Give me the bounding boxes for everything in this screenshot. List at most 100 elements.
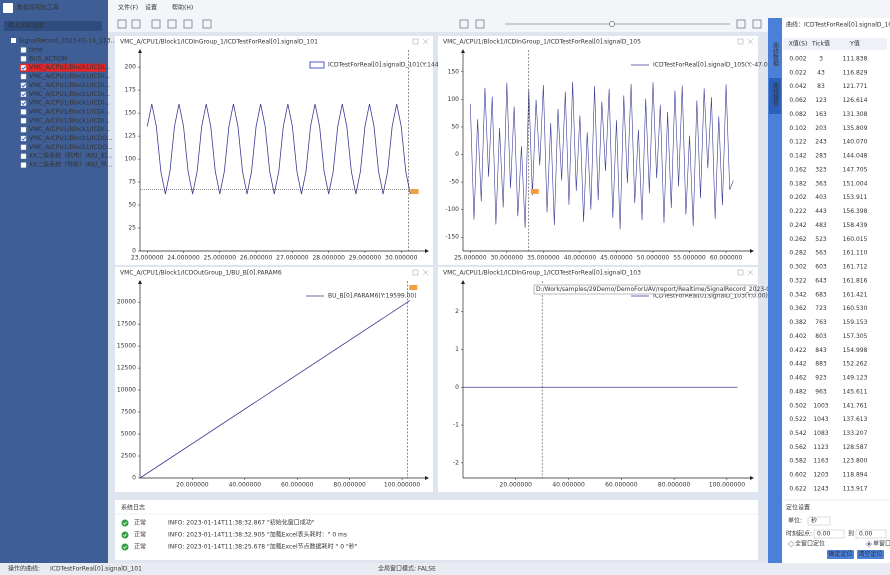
tree-checkbox[interactable]: [20, 64, 27, 71]
tree-checkbox[interactable]: [20, 162, 27, 168]
toolbar-button[interactable]: [475, 19, 485, 29]
toolbar-button[interactable]: [183, 19, 193, 29]
legend-label: ICDTestForReal[0].signalD_105(Y:-47.00): [653, 62, 774, 69]
unit-label: 单位:: [788, 517, 802, 525]
menu-item[interactable]: 文件(F): [118, 4, 138, 12]
side-tab-strip: [768, 18, 782, 563]
table-cell: 163: [815, 111, 827, 118]
maximize-button[interactable]: [737, 269, 744, 276]
status-icon: [121, 519, 129, 527]
table-cell: 0.522: [789, 416, 806, 423]
tree-item[interactable]: VMC_A/CPU1/Block1/ICDO...: [29, 135, 113, 142]
tree-item[interactable]: VMC_A/CPU1/Block1/ICDI...: [29, 108, 110, 115]
toolbar-button[interactable]: [167, 19, 177, 29]
tree-checkbox[interactable]: [20, 100, 27, 106]
tree-checkbox[interactable]: [20, 56, 27, 62]
y-tick-label: -50: [449, 179, 459, 186]
table-cell: 128.587: [843, 444, 868, 451]
x-tick-label: 55.000000: [673, 255, 706, 262]
tree-item[interactable]: XX二级系统（导航）/RIU_导...: [29, 161, 112, 169]
y-tick-label: 0: [132, 248, 136, 255]
button[interactable]: [827, 550, 854, 559]
toolbar-button[interactable]: [459, 19, 469, 29]
side-tab[interactable]: [769, 78, 781, 114]
chart-title: VMC_A/CPU1/Block1/ICDInGroup_1/ICDTestFo…: [120, 39, 318, 46]
tree-item[interactable]: VMC_A/CPU1/Block1/ICDO...: [29, 144, 113, 151]
radio-label[interactable]: 全窗口定位: [795, 540, 825, 548]
y-tick-label: 25: [128, 225, 136, 232]
unit-select[interactable]: [807, 516, 831, 526]
tree-item[interactable]: VMC_A/CPU1/Block1/ICDI...: [29, 73, 110, 80]
x-tick-label: 60.000000: [281, 482, 314, 489]
log-message: INFO: 2023-01-14T11:38:32.905 "加载Excel表头…: [168, 531, 347, 539]
x-tick-label: 40.000000: [229, 482, 262, 489]
tree-item[interactable]: VMC_A/CPU1/Block1/ICDI...: [29, 100, 110, 107]
table-cell: 157.305: [843, 333, 868, 340]
button[interactable]: [857, 550, 884, 559]
start-input[interactable]: [813, 529, 845, 539]
toolbar-button[interactable]: [202, 19, 212, 29]
toolbar-button[interactable]: [736, 19, 746, 29]
table-cell: 160.530: [843, 305, 868, 312]
table-cell: 0.602: [789, 472, 806, 479]
radio[interactable]: [788, 541, 794, 547]
tree-item[interactable]: VMC_A/CPU1/Block1/ICDI...: [29, 126, 110, 133]
table-cell: 643: [815, 277, 827, 284]
button-label[interactable]: 清空定位: [858, 550, 882, 558]
search-box[interactable]: [4, 21, 102, 31]
close-button[interactable]: [747, 38, 754, 45]
menu-item[interactable]: 设置: [145, 4, 157, 12]
tree-root[interactable]: SignalRecord_2023-01-14_113...: [19, 38, 116, 45]
tree-checkbox[interactable]: [20, 118, 27, 124]
tree-row-highlight: [19, 63, 105, 72]
tree-item[interactable]: VMC_A/CPU1/Block1/ICDI...: [29, 64, 110, 71]
tree-checkbox[interactable]: [20, 144, 27, 151]
toolbar-button[interactable]: [131, 19, 141, 29]
x-axis-arrow: [425, 476, 429, 480]
toolbar-button[interactable]: [752, 19, 762, 29]
tree-checkbox[interactable]: [20, 73, 27, 80]
button-label[interactable]: 确定定位: [828, 550, 852, 558]
side-tab-label[interactable]: 曲线数据: [772, 41, 779, 67]
table-cell: 0.162: [789, 166, 806, 173]
menu-item[interactable]: 帮助(H): [172, 4, 193, 12]
root-checkbox[interactable]: [11, 38, 16, 43]
tree-item[interactable]: XX二级系统（机电）/RIU_机...: [29, 152, 112, 160]
side-tab[interactable]: [769, 38, 781, 74]
table-cell: 1083: [813, 430, 828, 437]
tree-checkbox[interactable]: [20, 126, 27, 133]
maximize-button[interactable]: [737, 38, 744, 45]
toolbar-button[interactable]: [151, 19, 161, 29]
tree-item[interactable]: BUS_ACTION: [29, 55, 67, 62]
tree-checkbox[interactable]: [20, 91, 27, 97]
tree-item[interactable]: VMC_A/CPU1/Block1/ICDI...: [29, 91, 110, 98]
tree-checkbox[interactable]: [20, 82, 27, 89]
end-input[interactable]: [855, 529, 887, 539]
tree-item[interactable]: VMC_A/CPU1/Block1/ICDI...: [29, 117, 110, 124]
table-cell: 144.048: [843, 153, 868, 160]
x-tick-label: 35.000000: [527, 255, 560, 262]
tree-item[interactable]: time: [29, 47, 43, 54]
status-bar: [0, 563, 890, 575]
toolbar-button[interactable]: [117, 19, 127, 29]
close-button[interactable]: [747, 269, 754, 276]
close-button[interactable]: [422, 269, 429, 276]
table-cell: 135.809: [843, 125, 868, 132]
zoom-knob[interactable]: [609, 21, 615, 27]
side-tab-label[interactable]: 曲线属性: [772, 81, 779, 107]
tree-checkbox[interactable]: [20, 109, 27, 115]
tree-checkbox[interactable]: [20, 135, 27, 142]
radio-label[interactable]: 单窗口定位: [873, 540, 890, 548]
y-tick-label: 150: [448, 68, 460, 75]
tree-item[interactable]: VMC_A/CPU1/Block1/ICDI...: [29, 82, 110, 89]
maximize-button[interactable]: [412, 269, 419, 276]
y-tick-label: 10000: [117, 387, 136, 394]
tree-checkbox[interactable]: [20, 47, 27, 53]
x-tick-label: 45.000000: [600, 255, 633, 262]
maximize-button[interactable]: [412, 38, 419, 45]
table-cell: 0.542: [789, 430, 806, 437]
table-cell: 121.771: [843, 83, 868, 90]
table-cell: 140.070: [843, 139, 868, 146]
close-button[interactable]: [422, 38, 429, 45]
tree-checkbox[interactable]: [20, 153, 27, 159]
